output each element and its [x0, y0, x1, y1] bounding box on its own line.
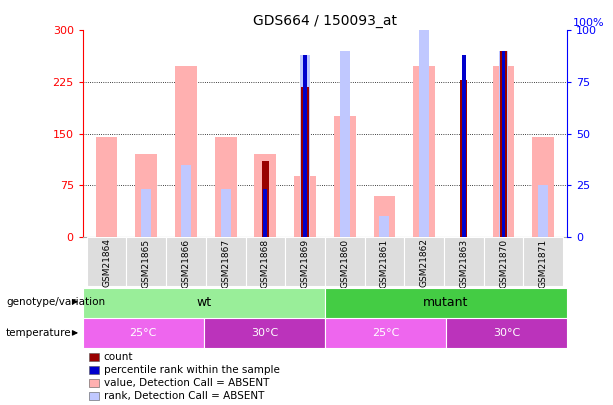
Bar — [444, 237, 484, 286]
Text: 30°C: 30°C — [493, 328, 520, 338]
Text: mutant: mutant — [423, 296, 469, 309]
Bar — [254, 154, 276, 237]
Text: GSM21866: GSM21866 — [181, 239, 191, 288]
Text: temperature: temperature — [6, 328, 72, 338]
Bar — [83, 318, 204, 348]
Bar — [462, 55, 466, 237]
Bar — [126, 237, 166, 286]
Text: GSM21864: GSM21864 — [102, 239, 111, 288]
Bar — [538, 185, 548, 237]
Bar — [96, 137, 118, 237]
Bar — [325, 318, 446, 348]
Text: GSM21871: GSM21871 — [539, 239, 547, 288]
Text: genotype/variation: genotype/variation — [6, 297, 105, 307]
Bar — [325, 237, 365, 286]
Text: GSM21865: GSM21865 — [142, 239, 151, 288]
Text: wt: wt — [196, 296, 211, 309]
Bar — [413, 66, 435, 237]
Bar — [89, 353, 99, 361]
Bar — [142, 190, 151, 237]
Bar — [221, 190, 230, 237]
Title: GDS664 / 150093_at: GDS664 / 150093_at — [253, 14, 397, 28]
Bar — [89, 379, 99, 387]
Text: GSM21868: GSM21868 — [261, 239, 270, 288]
Text: GSM21867: GSM21867 — [221, 239, 230, 288]
Bar — [419, 10, 429, 237]
Bar — [446, 318, 567, 348]
Text: value, Detection Call = ABSENT: value, Detection Call = ABSENT — [104, 378, 269, 388]
Bar — [373, 196, 395, 237]
Bar — [89, 392, 99, 400]
Bar — [83, 288, 325, 318]
Bar — [175, 66, 197, 237]
Bar — [303, 55, 307, 237]
Bar — [86, 237, 126, 286]
Text: 30°C: 30°C — [251, 328, 278, 338]
Bar — [135, 154, 157, 237]
Text: 100%: 100% — [573, 17, 604, 28]
Bar — [379, 216, 389, 237]
Text: GSM21869: GSM21869 — [300, 239, 310, 288]
Bar — [460, 80, 467, 237]
Bar — [206, 237, 245, 286]
Text: GSM21862: GSM21862 — [420, 239, 428, 288]
Bar — [89, 366, 99, 374]
Bar — [302, 87, 308, 237]
Bar — [501, 51, 506, 237]
Bar — [285, 237, 325, 286]
Bar — [245, 237, 285, 286]
Text: GSM21870: GSM21870 — [499, 239, 508, 288]
Text: GSM21860: GSM21860 — [340, 239, 349, 288]
Bar — [166, 237, 206, 286]
Bar — [262, 161, 269, 237]
Text: count: count — [104, 352, 133, 362]
Text: 25°C: 25°C — [371, 328, 399, 338]
Bar — [325, 288, 567, 318]
Bar — [340, 51, 349, 237]
Bar — [405, 237, 444, 286]
Bar — [493, 66, 514, 237]
Bar — [300, 55, 310, 237]
Text: 25°C: 25°C — [129, 328, 157, 338]
Bar — [365, 237, 405, 286]
Bar — [500, 51, 507, 237]
Bar — [181, 164, 191, 237]
Text: GSM21861: GSM21861 — [380, 239, 389, 288]
Bar — [294, 176, 316, 237]
Bar — [484, 237, 524, 286]
Bar — [532, 137, 554, 237]
Bar — [524, 237, 563, 286]
Bar — [498, 51, 508, 237]
Text: percentile rank within the sample: percentile rank within the sample — [104, 365, 280, 375]
Bar — [204, 318, 325, 348]
Text: rank, Detection Call = ABSENT: rank, Detection Call = ABSENT — [104, 391, 264, 401]
Bar — [215, 137, 237, 237]
Bar — [334, 117, 356, 237]
Bar — [264, 190, 267, 237]
Text: GSM21863: GSM21863 — [459, 239, 468, 288]
